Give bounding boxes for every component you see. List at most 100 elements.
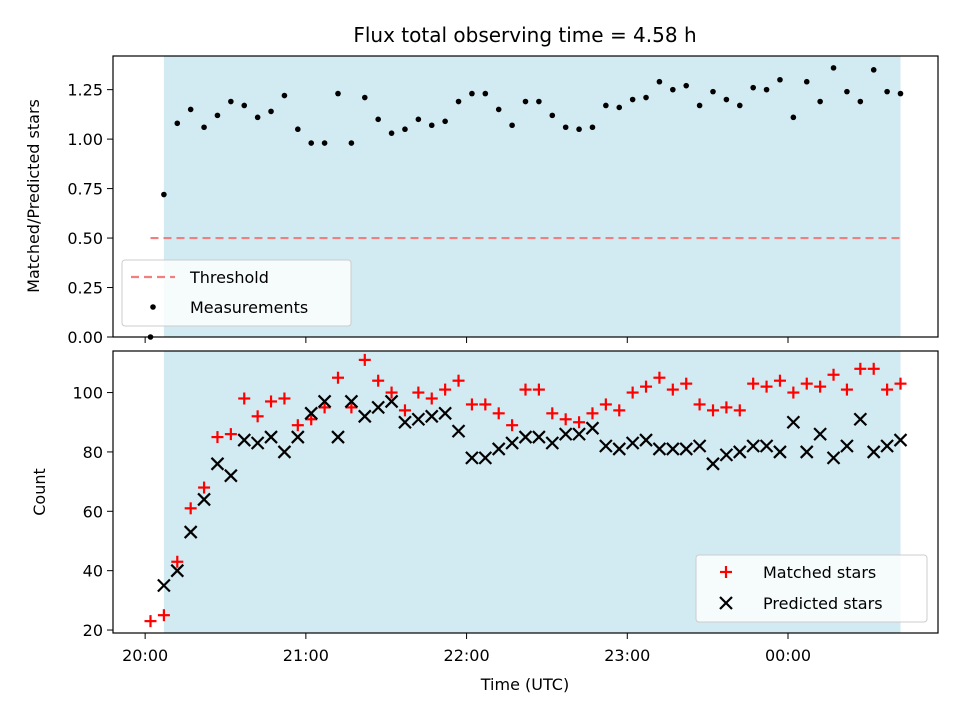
matched-star-point [827, 368, 840, 381]
top-legend-box [121, 259, 352, 327]
matched-star-point [559, 413, 572, 426]
measurement-point [777, 76, 783, 83]
measurement-point [643, 94, 649, 101]
measurement-point [616, 104, 623, 111]
measurement-point [495, 106, 502, 113]
measurement-point [870, 67, 877, 73]
measurement-point [830, 65, 837, 71]
matched-star-point [532, 383, 545, 396]
matched-star-point [720, 401, 733, 414]
legend-matched-marker [720, 566, 732, 578]
predicted-star-point [585, 421, 600, 435]
matched-star-point [680, 377, 693, 390]
legend-predicted-label: Predicted stars [763, 594, 883, 613]
predicted-star-point [518, 430, 533, 444]
predicted-star-point [652, 442, 667, 456]
bottom-y-tick-label: 40 [83, 562, 103, 581]
top-y-axis-label: Matched/Predicted stars [24, 99, 43, 293]
top-y-tick-label: 1.00 [67, 130, 103, 149]
measurement-point [174, 120, 181, 127]
measurement-point [723, 96, 730, 103]
measurement-point [228, 98, 234, 105]
measurement-point [670, 86, 676, 93]
predicted-star-point [183, 525, 198, 539]
bottom-y-tick-label: 20 [83, 621, 103, 640]
matched-star-point [157, 609, 170, 622]
matched-star-point [854, 362, 867, 375]
measurement-point [214, 112, 221, 119]
matched-star-point [291, 419, 304, 432]
top-y-tick-label: 0.50 [67, 229, 103, 248]
predicted-star-point [625, 436, 640, 450]
matched-star-point [546, 407, 559, 420]
matched-star-point [144, 615, 157, 628]
predicted-star-point [224, 468, 238, 483]
predicted-star-point [599, 439, 613, 453]
predicted-star-point [532, 430, 546, 444]
top-panel-frame [112, 55, 939, 338]
measurement-point [254, 114, 261, 121]
matched-star-point [198, 481, 211, 494]
predicted-star-point [558, 427, 573, 441]
predicted-star-point [237, 433, 252, 447]
predicted-star-point [424, 409, 439, 424]
predicted-star-point [719, 448, 734, 462]
measurement-point [375, 116, 381, 123]
matched-star-point [425, 392, 438, 405]
measurement-point [509, 122, 515, 129]
predicted-star-point [840, 439, 854, 453]
matched-star-point [773, 374, 786, 387]
bottom-legend: Matched stars Predicted stars [695, 554, 928, 623]
predicted-star-point [639, 433, 653, 447]
measurement-point [201, 124, 207, 131]
measurement-point [295, 126, 301, 133]
bottom-y-axis-label: Count [30, 468, 49, 516]
matched-star-point [171, 555, 184, 568]
measurement-point [884, 88, 890, 95]
predicted-star-point [853, 412, 868, 427]
predicted-star-point [371, 400, 385, 415]
matched-star-point [586, 407, 599, 420]
matched-star-point [479, 398, 492, 411]
matched-star-point [814, 380, 827, 393]
legend-measurements-marker [150, 304, 156, 310]
matched-star-point [465, 398, 478, 411]
matched-star-point [733, 404, 746, 417]
matched-star-point [840, 383, 853, 396]
matched-star-point [787, 386, 800, 399]
bottom-panel-frame [112, 350, 939, 634]
measurement-point [161, 191, 167, 198]
measurement-point [656, 78, 663, 85]
matched-star-point [332, 371, 344, 384]
predicted-star-point [746, 439, 760, 453]
measurement-point [736, 102, 743, 109]
chart-title: Flux total observing time = 4.58 h [353, 23, 696, 47]
predicted-star-point [572, 427, 586, 441]
bottom-panel: 20 40 60 80 100 20:00 21:00 22:00 23:00 00:00 Cou… [30, 350, 939, 694]
measurement-point [562, 124, 569, 131]
predicted-star-point [277, 445, 292, 459]
matched-star-point [452, 374, 465, 387]
measurement-point [268, 108, 274, 115]
matched-star-point [238, 392, 251, 405]
predicted-star-point [157, 578, 171, 593]
top-panel: 0.00 0.25 0.50 0.75 1.00 1.25 Matched/Predict… [24, 55, 939, 347]
measurement-point [308, 140, 315, 146]
measurement-point [803, 78, 810, 85]
matched-star-point [653, 371, 666, 384]
matched-star-point [506, 419, 519, 432]
predicted-star-point [451, 424, 466, 438]
measurement-point [388, 130, 395, 136]
bottom-x-tick-label: 22:00 [444, 646, 490, 665]
matched-star-point [519, 383, 532, 396]
measurement-point [790, 114, 797, 121]
measurement-point [348, 140, 355, 146]
predicted-star-point [291, 430, 305, 444]
top-y-tick-label: 0.25 [67, 279, 103, 298]
matched-star-point [867, 362, 880, 375]
measurement-point [683, 82, 690, 89]
predicted-star-point [384, 394, 399, 409]
predicted-star-point [505, 436, 519, 450]
bottom-x-tick-label: 20:00 [122, 646, 168, 665]
